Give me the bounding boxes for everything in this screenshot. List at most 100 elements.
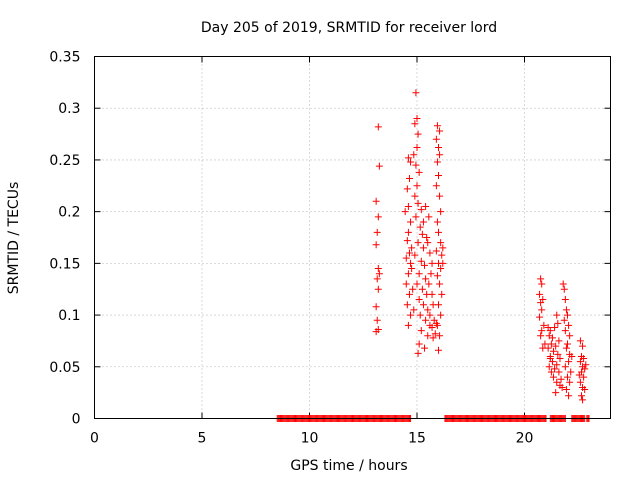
data-point — [437, 239, 445, 247]
data-point — [373, 228, 381, 236]
data-point — [550, 347, 558, 355]
data-point — [422, 275, 430, 283]
data-point — [411, 120, 419, 128]
data-point — [546, 355, 554, 363]
data-point — [577, 392, 585, 400]
data-point — [421, 261, 429, 269]
data-point — [553, 311, 561, 319]
x-tick-label: 5 — [198, 431, 207, 447]
data-point — [562, 386, 570, 394]
data-point — [576, 378, 584, 386]
data-point — [436, 280, 444, 288]
data-point — [404, 154, 412, 162]
data-point — [405, 290, 413, 298]
data-point — [576, 358, 584, 366]
data-point — [560, 316, 568, 324]
data-point — [372, 328, 380, 336]
data-point — [548, 334, 556, 342]
data-point — [561, 296, 569, 304]
data-point — [538, 327, 546, 335]
axis-ticks — [94, 56, 611, 419]
data-point — [419, 301, 427, 309]
data-point — [416, 223, 424, 231]
data-point — [407, 311, 415, 319]
y-tick-label: 0.3 — [58, 101, 80, 117]
data-point — [409, 285, 417, 293]
x-tick-label: 10 — [301, 431, 319, 447]
data-point — [436, 151, 444, 159]
x-axis-label: GPS time / hours — [290, 458, 407, 474]
data-point — [536, 313, 544, 321]
data-point — [426, 311, 434, 319]
data-point — [404, 321, 412, 329]
plot-frame — [94, 56, 611, 419]
data-point — [550, 373, 558, 381]
data-point — [413, 115, 421, 123]
data-point — [579, 342, 587, 350]
data-point — [437, 208, 445, 216]
data-point — [424, 306, 432, 314]
data-point — [374, 265, 382, 273]
data-point — [428, 290, 436, 298]
data-point — [555, 368, 563, 376]
data-point — [372, 303, 380, 311]
data-point — [404, 270, 412, 278]
data-point — [559, 280, 567, 288]
data-point — [557, 375, 565, 383]
data-point — [428, 259, 436, 267]
data-point — [413, 280, 421, 288]
data-point — [556, 355, 564, 363]
data-point — [372, 241, 380, 249]
data-point — [412, 89, 420, 97]
data-point — [568, 352, 576, 360]
data-point — [546, 327, 554, 335]
chart-title: Day 205 of 2019, SRMTID for receiver lor… — [201, 20, 497, 36]
y-tick-label: 0.35 — [49, 50, 80, 66]
data-point — [538, 306, 546, 314]
data-point — [375, 162, 383, 170]
data-point — [553, 378, 561, 386]
data-point — [408, 265, 416, 273]
data-point — [374, 123, 382, 131]
data-point — [552, 389, 560, 397]
data-point — [403, 237, 411, 245]
data-point — [562, 344, 570, 352]
data-point — [401, 208, 409, 216]
y-tick-labels: 0 0.05 0.1 0.15 0.2 0.25 0.3 0.35 — [49, 50, 80, 428]
data-point — [413, 144, 421, 152]
data-point — [537, 299, 545, 307]
data-point — [416, 311, 424, 319]
data-point — [402, 254, 410, 262]
data-point — [422, 316, 430, 324]
data-point — [414, 239, 422, 247]
data-point — [562, 306, 570, 314]
data-point — [431, 330, 439, 338]
data-point — [423, 234, 431, 241]
data-point — [536, 290, 544, 298]
data-point — [576, 337, 584, 345]
data-point — [419, 244, 427, 252]
data-point — [414, 199, 422, 207]
grid-lines — [94, 56, 611, 419]
data-point — [547, 368, 555, 376]
data-point — [417, 257, 425, 265]
data-point — [438, 251, 446, 259]
x-tick-labels: 0 5 10 15 20 — [90, 431, 533, 447]
data-point — [537, 275, 545, 283]
data-point — [414, 349, 422, 357]
y-tick-label: 0 — [72, 412, 81, 428]
data-point — [374, 213, 382, 221]
data-point — [437, 311, 445, 319]
data-point — [432, 135, 440, 143]
data-point — [555, 337, 563, 345]
data-point — [438, 290, 446, 298]
data-point — [417, 206, 425, 214]
data-point — [404, 228, 412, 236]
data-point — [433, 272, 441, 280]
data-point — [407, 259, 415, 267]
x-tick-label: 15 — [408, 431, 426, 447]
data-point — [436, 332, 444, 340]
data-point — [566, 378, 574, 386]
data-point — [433, 158, 441, 166]
data-point — [564, 373, 571, 381]
